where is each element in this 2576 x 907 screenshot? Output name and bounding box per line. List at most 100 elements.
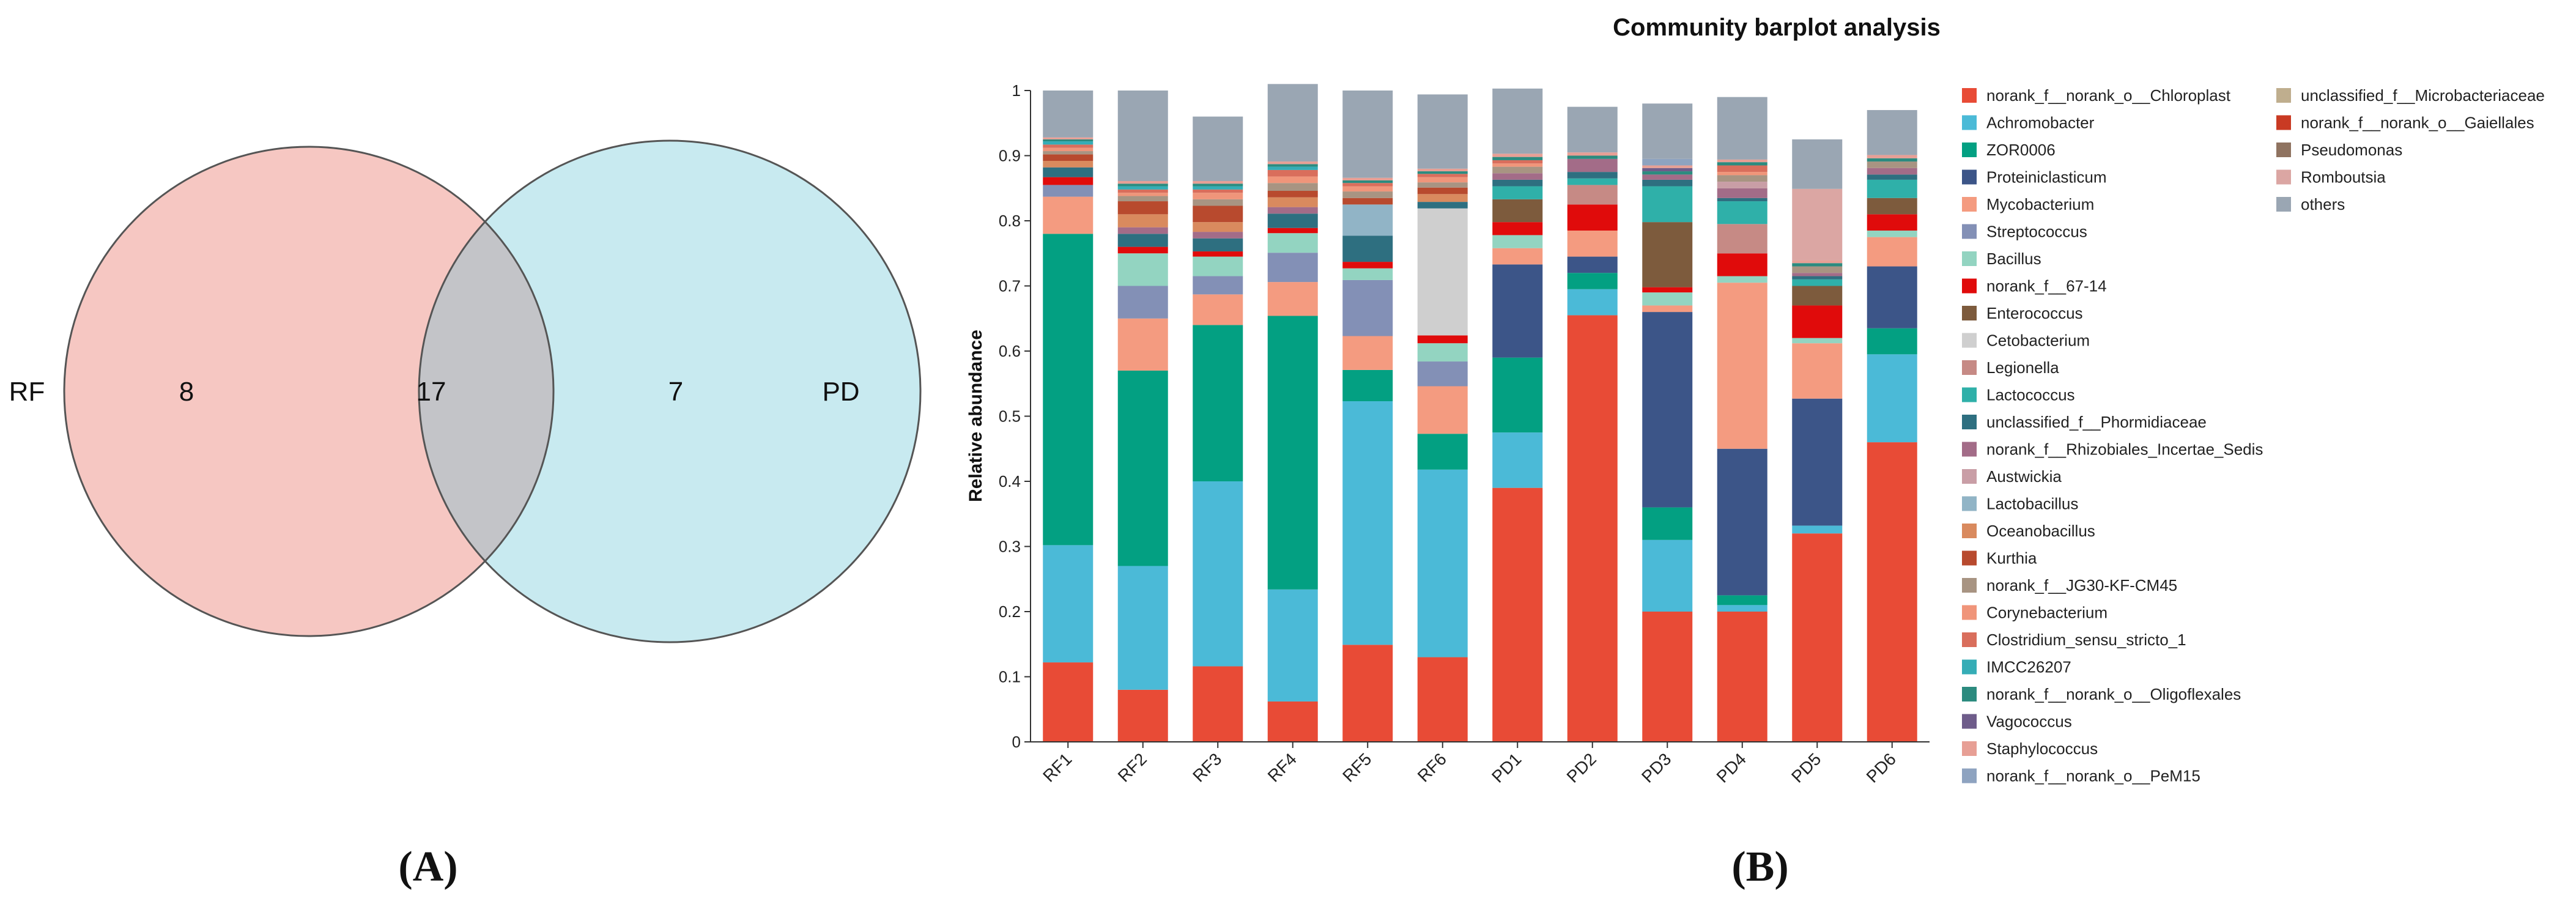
- bar-segment-rf6-2: [1417, 434, 1468, 470]
- bar-segment-rf2-16: [1117, 214, 1168, 228]
- legend-item: Pseudomonas: [2276, 141, 2402, 159]
- chart-title: Community barplot analysis: [1613, 14, 1941, 41]
- legend-item: Corynebacterium: [1962, 604, 2108, 622]
- legend-swatch: [1962, 387, 1977, 402]
- bar-segment-pd3-3: [1642, 312, 1693, 508]
- bar-column-pd6: [1867, 109, 1917, 742]
- legend-swatch: [1962, 714, 1977, 729]
- x-tick-label-pd5: PD5: [1788, 749, 1824, 786]
- legend-item: Lactobacillus: [1962, 495, 2078, 513]
- bar-segment-rf5-12: [1342, 235, 1393, 262]
- y-tick-label: 0.1: [999, 668, 1021, 686]
- bar-segment-pd5-8: [1792, 286, 1843, 306]
- bar-segment-rf2-7: [1117, 246, 1168, 254]
- bar-segment-rf6-22: [1417, 171, 1468, 174]
- bar-segment-rf4-13: [1267, 207, 1318, 214]
- bar-segment-pd4-2: [1717, 595, 1767, 605]
- bar-segment-rf1-1: [1043, 545, 1094, 663]
- bar-segment-pd1-13: [1492, 173, 1543, 180]
- bar-segment-pd3-7: [1642, 287, 1693, 293]
- legend-item: Enterococcus: [1962, 304, 2083, 322]
- legend-label: Corynebacterium: [1986, 604, 2108, 622]
- bar-segment-pd3-24: [1642, 165, 1693, 168]
- legend-label: Romboutsia: [2301, 168, 2386, 187]
- bar-segment-rf4-18: [1267, 183, 1318, 191]
- bar-segment-pd1-2: [1492, 357, 1543, 433]
- bar-column-pd3: [1642, 103, 1693, 742]
- venn-left-label: RF: [9, 377, 45, 407]
- bar-segment-pd6-18: [1867, 161, 1917, 168]
- x-tick-label-pd2: PD2: [1563, 749, 1600, 786]
- legend-item: Kurthia: [1962, 549, 2037, 568]
- bar-segment-rf3-0: [1193, 666, 1243, 742]
- y-tick-label: 0.6: [999, 342, 1021, 360]
- bar-segment-rf4-21: [1267, 166, 1318, 170]
- legend-label: Oceanobacillus: [1986, 522, 2095, 540]
- legend-label: Pseudomonas: [2301, 141, 2402, 159]
- bar-segment-pd5-7: [1792, 305, 1843, 338]
- bar-column-rf4: [1267, 84, 1318, 742]
- legend-swatch: [1962, 115, 1977, 130]
- y-tick-label: 0.2: [999, 602, 1021, 621]
- legend-label: Lactobacillus: [1986, 495, 2078, 513]
- legend-item: norank_f__norank_o__PeM15: [1962, 767, 2200, 785]
- bar-segment-pd1-19: [1492, 163, 1543, 167]
- legend-label: Bacillus: [1986, 250, 2041, 268]
- legend-label: Clostridium_sensu_stricto_1: [1986, 631, 2186, 649]
- bar-segment-rf6-30: [1417, 94, 1468, 169]
- bar-segment-rf4-24: [1267, 161, 1318, 165]
- legend-swatch: [1962, 415, 1977, 429]
- y-tick-label: 0.7: [999, 277, 1021, 295]
- legend-label: Achromobacter: [1986, 114, 2095, 132]
- bar-segment-rf6-5: [1417, 361, 1468, 387]
- bar-segment-pd3-8: [1642, 222, 1693, 287]
- legend-item: Mycobacterium: [1962, 195, 2094, 213]
- legend-item: unclassified_f__Phormidiaceae: [1962, 413, 2207, 431]
- legend-swatch: [2276, 197, 2291, 212]
- bar-segment-rf1-21: [1043, 141, 1094, 145]
- bar-segment-pd4-14: [1717, 182, 1767, 188]
- bar-column-pd1: [1492, 88, 1543, 742]
- x-tick-label-pd4: PD4: [1713, 749, 1750, 786]
- legend-label: Cetobacterium: [1986, 331, 2090, 350]
- legend-swatch: [1962, 224, 1977, 239]
- venn-circle-rf: [64, 147, 553, 636]
- legend-item: norank_f__norank_o__Chloroplast: [1962, 86, 2231, 105]
- venn-right-only-count: 7: [668, 377, 683, 407]
- venn-right-label: PD: [822, 377, 859, 407]
- bar-segment-rf2-4: [1117, 318, 1168, 371]
- bar-segment-rf6-17: [1417, 187, 1468, 194]
- bar-segment-pd2-4: [1567, 230, 1618, 257]
- x-tick-label-rf4: RF4: [1264, 749, 1300, 785]
- bar-segment-rf2-2: [1117, 370, 1168, 566]
- bar-segment-rf4-4: [1267, 282, 1318, 316]
- bar-segment-pd6-24: [1867, 155, 1917, 158]
- legend-item: Lactococcus: [1962, 386, 2075, 404]
- legend-swatch: [1962, 741, 1977, 756]
- bar-segment-rf4-16: [1267, 197, 1318, 207]
- legend-label: Austwickia: [1986, 467, 2062, 486]
- bar-segment-rf3-13: [1193, 232, 1243, 239]
- bar-segment-rf2-30: [1117, 91, 1168, 182]
- legend-swatch: [1962, 578, 1977, 593]
- bar-segment-rf2-17: [1117, 201, 1168, 215]
- legend-swatch: [1962, 659, 1977, 675]
- bar-segment-rf6-4: [1417, 386, 1468, 434]
- legend-item: ZOR0006: [1962, 141, 2056, 159]
- bar-segment-pd2-24: [1567, 152, 1618, 156]
- legend: norank_f__norank_o__Chloroplast Achromoba…: [1962, 86, 2545, 785]
- bar-segment-rf4-6: [1267, 233, 1318, 253]
- bar-column-pd4: [1717, 97, 1767, 742]
- bar-column-rf6: [1417, 94, 1468, 742]
- bar-segment-rf3-22: [1193, 183, 1243, 187]
- bar-segment-rf4-1: [1267, 589, 1318, 702]
- y-tick-label: 1: [1012, 81, 1021, 100]
- legend-item: Bacillus: [1962, 250, 2041, 268]
- legend-item: norank_f__67-14: [1962, 277, 2107, 295]
- bar-segment-pd1-24: [1492, 154, 1543, 157]
- bar-segment-pd4-12: [1717, 198, 1767, 202]
- legend-label: Mycobacterium: [1986, 195, 2094, 213]
- legend-swatch: [1962, 278, 1977, 294]
- bar-segment-pd4-6: [1717, 276, 1767, 283]
- bar-segment-rf1-4: [1043, 196, 1094, 234]
